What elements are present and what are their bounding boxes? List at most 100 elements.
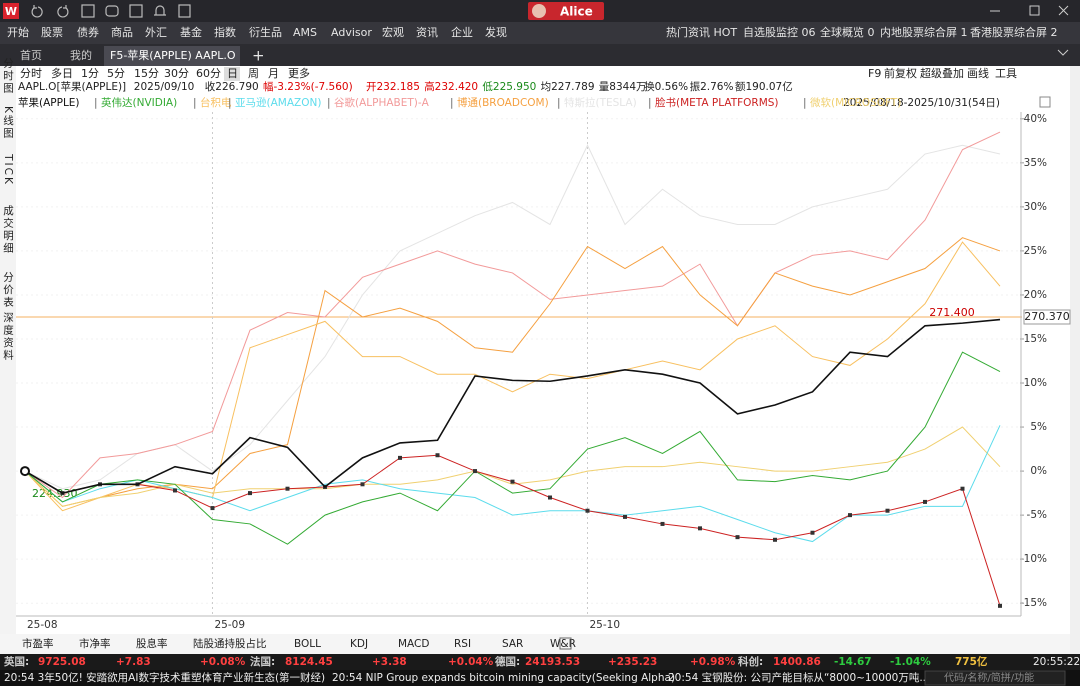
series-marker (435, 453, 440, 458)
y-tick-label: 35% (1024, 157, 1047, 169)
series-marker (623, 514, 627, 519)
tab-dropdown[interactable] (1057, 49, 1069, 56)
series-marker (923, 499, 927, 504)
news-item[interactable]: 20:54 NIP Group expands bitcoin mining c… (332, 672, 675, 684)
period[interactable]: 5分 (107, 67, 125, 80)
tool[interactable]: 前复权 (884, 66, 917, 80)
side-tab[interactable]: 分时图 (2, 57, 14, 95)
indicator-tab[interactable]: BOLL (294, 638, 321, 650)
menu-right-item[interactable]: 全球概览 0 (820, 25, 875, 39)
indicator-tab[interactable]: MACD (398, 638, 429, 650)
indicator-tab[interactable]: RSI (454, 638, 471, 650)
indicator-tab[interactable]: W&R (550, 638, 576, 650)
period[interactable]: 多日 (51, 66, 73, 80)
indicator-tab[interactable]: KDJ (350, 638, 368, 650)
indicator-tab[interactable]: 股息率 (136, 637, 168, 650)
menu-item[interactable]: 商品 (111, 25, 133, 39)
series-marker (848, 513, 852, 518)
ticker-field: 科创: (738, 655, 763, 668)
menu-item[interactable]: 股票 (41, 26, 63, 39)
quote-field: 均227.789 (541, 81, 595, 93)
period[interactable]: 周 (248, 67, 259, 80)
series-marker (285, 486, 290, 491)
tool[interactable]: F9 (868, 67, 881, 80)
indicator-tab[interactable]: 陆股通持股占比 (193, 637, 267, 650)
search-box[interactable] (924, 670, 1066, 686)
menu-item[interactable]: 发现 (485, 25, 507, 39)
menu-right-item[interactable]: 热门资讯 HOT (666, 25, 737, 39)
series-marker (735, 535, 740, 540)
quote-field: 量8344万 (599, 81, 647, 93)
side-tab[interactable]: TICK (2, 153, 14, 186)
news-item[interactable]: 20:54 宝钢股份: 公司产能目标从“8000~10000万吨... (668, 671, 929, 684)
series-marker (885, 508, 890, 513)
series-line (24, 426, 1001, 507)
ticker-field: 8124.45 (285, 656, 333, 668)
menu-right-item[interactable]: 内地股票综合屏 1 (880, 25, 968, 39)
tool[interactable]: 画线 (967, 66, 989, 80)
legend-separator: | (228, 97, 232, 109)
indicator-tab[interactable]: SAR (502, 638, 523, 650)
active-tab-bg (104, 46, 240, 66)
series-line (24, 425, 1001, 543)
series-line (24, 454, 1001, 606)
menu-right-item[interactable]: 香港股票综合屏 2 (970, 25, 1058, 39)
menu-item[interactable]: Advisor (331, 26, 372, 39)
legend-separator: | (450, 97, 454, 109)
tool[interactable]: 工具 (995, 67, 1017, 80)
y-tick-label: 5% (1030, 421, 1047, 433)
menu-item[interactable]: 宏观 (382, 25, 404, 39)
period[interactable]: 月 (268, 67, 279, 80)
menu-item[interactable]: 基金 (180, 25, 202, 39)
side-panel (0, 66, 16, 656)
news-item[interactable]: 20:54 3年50亿! 安踏欲用AI数字技术重塑体育产业新生态(第一财经) (4, 671, 325, 684)
side-tab[interactable]: 深度资料 (2, 312, 14, 362)
menu-item[interactable]: 资讯 (416, 26, 438, 39)
search-hint: 代码/名称/简拼/功能 (944, 671, 1034, 684)
menu-item[interactable]: 外汇 (145, 26, 167, 39)
side-tab[interactable]: K线图 (2, 106, 14, 140)
tab[interactable]: F5-苹果(APPLE) AAPL.O (110, 48, 236, 62)
user-badge[interactable] (528, 2, 604, 20)
quote-field: 换0.56% (644, 80, 688, 93)
y-tick-label: 10% (1024, 377, 1047, 389)
menu-item[interactable]: 企业 (451, 25, 473, 39)
last-price: 270.370 (1024, 310, 1070, 323)
indicator-tab[interactable]: 市盈率 (22, 637, 54, 650)
period[interactable]: 日 (227, 67, 238, 80)
y-tick-label: -10% (1020, 553, 1047, 565)
series-marker (548, 495, 552, 500)
period[interactable]: 30分 (164, 67, 189, 80)
tool[interactable]: 超级叠加 (920, 66, 964, 80)
period[interactable]: 15分 (134, 67, 159, 80)
menu-item[interactable]: 债券 (77, 25, 99, 39)
indicator-tab[interactable]: 市净率 (79, 637, 111, 650)
menu-item[interactable]: 指数 (214, 25, 236, 39)
series-marker (398, 455, 402, 460)
period[interactable]: 1分 (81, 67, 99, 80)
menu-item[interactable]: AMS (293, 26, 317, 39)
menu-right-item[interactable]: 自选股监控 06 (743, 25, 816, 39)
y-tick-label: 40% (1024, 113, 1047, 125)
x-tick-label: 25-10 (590, 619, 621, 631)
series-marker (660, 521, 665, 526)
menu-item[interactable]: 开始 (7, 25, 29, 39)
ticker-field: +7.83 (116, 656, 151, 668)
add-indicator[interactable] (559, 637, 572, 650)
side-tab[interactable]: 成交明细 (2, 205, 14, 255)
legend-entry: 特斯拉(TESLA) (564, 96, 637, 109)
news-bar (0, 670, 1080, 686)
period[interactable]: 更多 (288, 66, 310, 80)
new-tab[interactable]: + (252, 47, 265, 65)
tab[interactable]: 首页 (20, 48, 42, 62)
menu-item[interactable]: 衍生品 (249, 25, 282, 39)
legend-entry: 脸书(META PLATFORMS) (655, 96, 779, 109)
settings-icon[interactable] (1039, 96, 1051, 108)
window-controls[interactable] (990, 5, 1069, 16)
side-tab[interactable]: 分价表 (2, 271, 14, 309)
period[interactable]: 60分 (196, 67, 221, 80)
x-tick-label: 25-08 (27, 619, 58, 631)
quote-field: 高232.420 (424, 80, 478, 93)
period[interactable]: 分时 (20, 67, 42, 80)
tab[interactable]: 我的 (70, 48, 92, 62)
